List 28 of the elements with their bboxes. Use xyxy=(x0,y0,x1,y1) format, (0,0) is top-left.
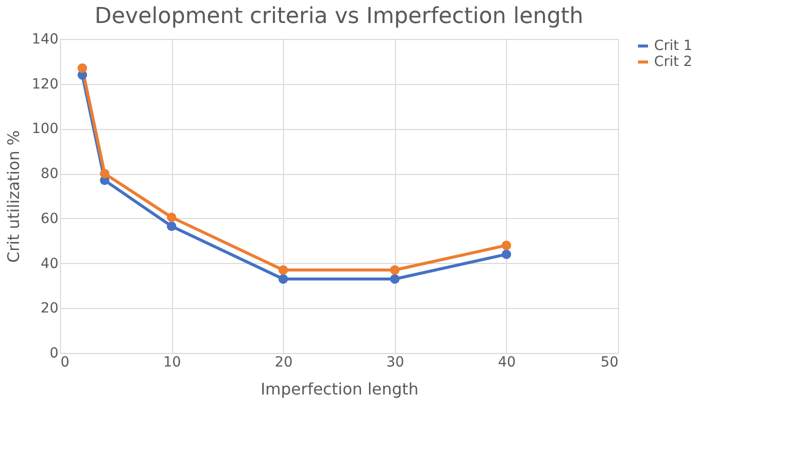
point xyxy=(502,240,512,250)
point xyxy=(100,168,110,178)
point xyxy=(166,212,176,222)
y-tick-label: 60 xyxy=(40,210,58,227)
y-tick-label: 20 xyxy=(40,300,58,317)
x-tick-label: 20 xyxy=(274,354,293,370)
point xyxy=(390,274,400,284)
y-tick-label: 80 xyxy=(40,166,58,182)
x-tick-label: 30 xyxy=(386,354,404,370)
point xyxy=(278,274,288,284)
point xyxy=(166,222,176,232)
x-tick-label: 0 xyxy=(60,354,70,370)
y-tick-label: 40 xyxy=(40,256,58,272)
x-axis-title: Imperfection length xyxy=(260,380,418,398)
x-tick-label: 50 xyxy=(600,354,618,370)
y-tick-label: 120 xyxy=(32,76,58,92)
legend-label: Crit 1 xyxy=(654,38,692,54)
chart-title: Development criteria vs Imperfection length xyxy=(94,4,584,29)
point xyxy=(278,265,288,275)
y-tick-label: 140 xyxy=(32,32,58,48)
y-tick-label: 100 xyxy=(32,121,58,138)
y-axis-title: Crit utilization % xyxy=(4,130,23,263)
x-tick-label: 40 xyxy=(498,354,516,370)
point xyxy=(390,265,400,275)
legend-label: Crit 2 xyxy=(654,54,692,70)
point xyxy=(78,63,88,73)
x-tick-label: 10 xyxy=(163,354,182,370)
point xyxy=(502,250,512,260)
